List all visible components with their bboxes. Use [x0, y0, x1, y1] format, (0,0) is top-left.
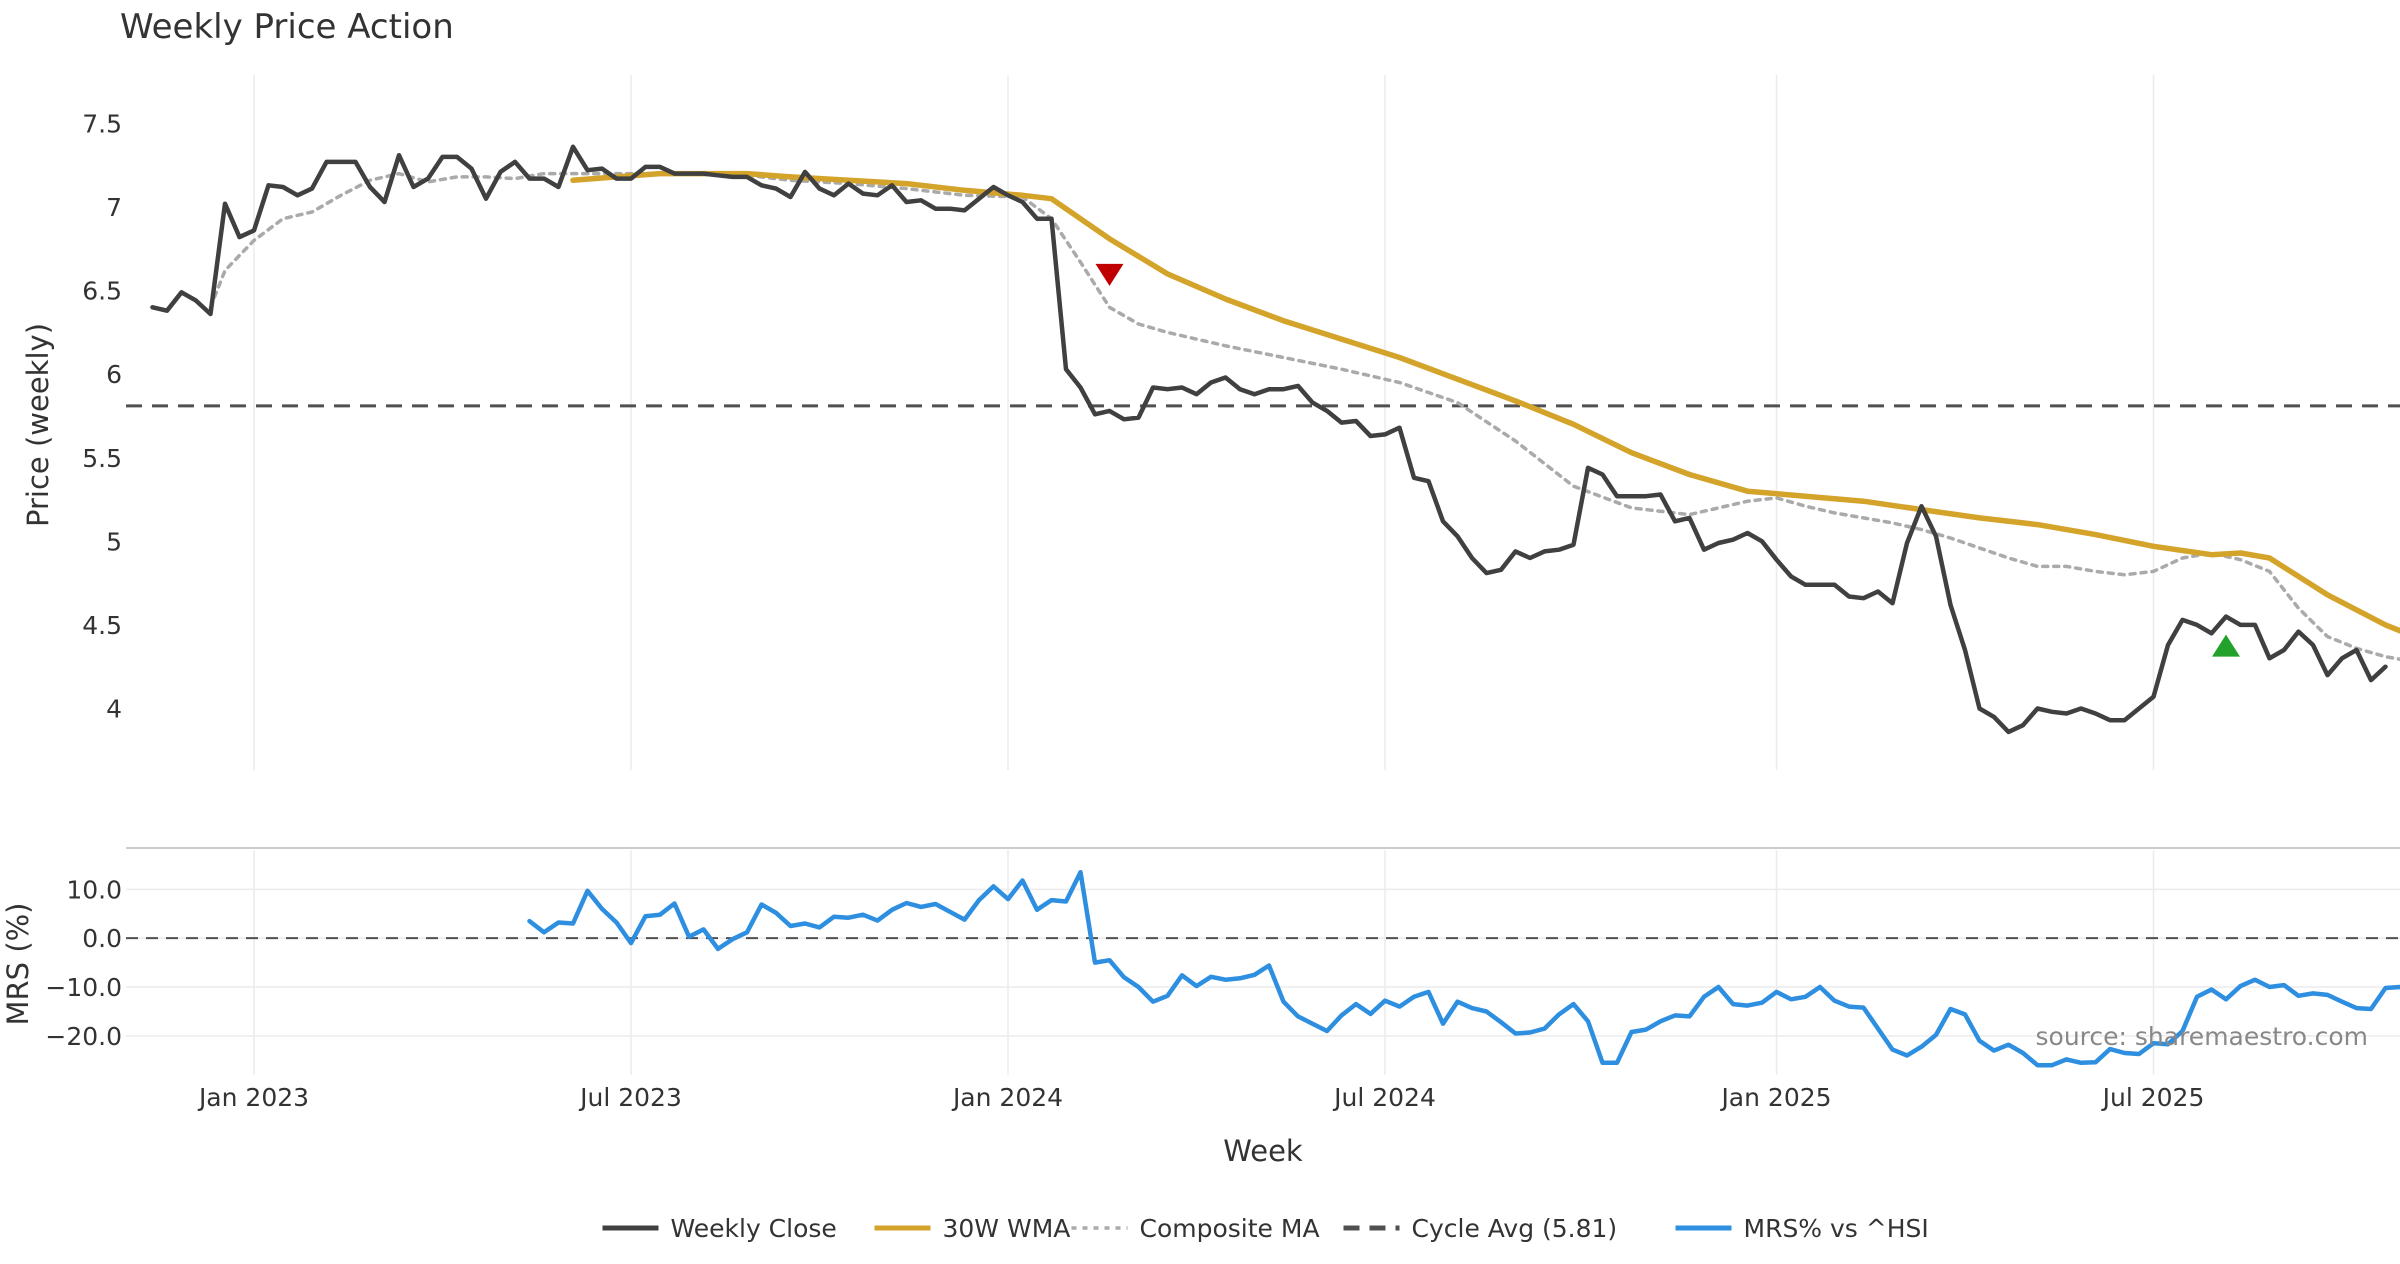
x-tick-label: Jan 2025 — [1719, 1083, 1831, 1112]
price-plot-area — [126, 147, 2400, 732]
legend-item: Cycle Avg (5.81) — [1344, 1214, 1618, 1243]
legend-item: Composite MA — [1072, 1214, 1320, 1243]
mrs-y-tick-label: 10.0 — [66, 875, 122, 904]
legend-label: Cycle Avg (5.81) — [1412, 1214, 1618, 1243]
price-y-tick-label: 4.5 — [82, 611, 122, 640]
legend-item: Weekly Close — [603, 1214, 837, 1243]
mrs-y-tick-label: 0.0 — [82, 924, 122, 953]
legend-label: Composite MA — [1140, 1214, 1320, 1243]
mrs-y-axis: 10.0 0.0 −10.0 −20.0 — [45, 875, 122, 1051]
x-tick-label: Jul 2023 — [578, 1083, 682, 1112]
x-tick-label: Jan 2023 — [197, 1083, 309, 1112]
legend-label: Weekly Close — [671, 1214, 837, 1243]
source-note: source: sharemaestro.com — [2036, 1022, 2369, 1051]
weekly-close-line — [153, 147, 2386, 732]
x-tick-label: Jan 2024 — [951, 1083, 1063, 1112]
buy-marker — [2212, 635, 2240, 657]
legend-label: 30W WMA — [943, 1214, 1071, 1243]
price-y-axis: 4 4.5 5 5.5 6 6.5 7 7.5 — [82, 109, 122, 723]
mrs-y-tick-label: −20.0 — [45, 1022, 122, 1051]
price-y-tick-label: 5.5 — [82, 444, 122, 473]
price-y-tick-label: 6.5 — [82, 277, 122, 306]
x-tick-label: Jul 2024 — [1332, 1083, 1436, 1112]
price-y-tick-label: 4 — [106, 694, 122, 723]
sell-marker — [1096, 264, 1124, 286]
legend-item: MRS% vs ^HSI — [1676, 1214, 1929, 1243]
price-y-axis-label: Price (weekly) — [21, 323, 55, 527]
legend-label: MRS% vs ^HSI — [1744, 1214, 1929, 1243]
chart-title: Weekly Price Action — [120, 7, 454, 47]
x-tick-label: Jul 2025 — [2101, 1083, 2205, 1112]
legend: Weekly Close 30W WMA Composite MA Cycle Avg… — [603, 1214, 1929, 1243]
x-axis: Jan 2023 Jul 2023 Jan 2024 Jul 2024 Jan 2025… — [197, 1083, 2204, 1112]
price-y-tick-label: 5 — [106, 527, 122, 556]
legend-item: 30W WMA — [875, 1214, 1071, 1243]
mrs-y-tick-label: −10.0 — [45, 973, 122, 1002]
composite-ma-line — [211, 174, 2400, 680]
price-y-tick-label: 7 — [106, 193, 122, 222]
mrs-y-axis-label: MRS (%) — [1, 903, 35, 1026]
x-axis-label: Week — [1223, 1134, 1303, 1168]
price-y-tick-label: 6 — [106, 360, 122, 389]
price-y-tick-label: 7.5 — [82, 109, 122, 138]
